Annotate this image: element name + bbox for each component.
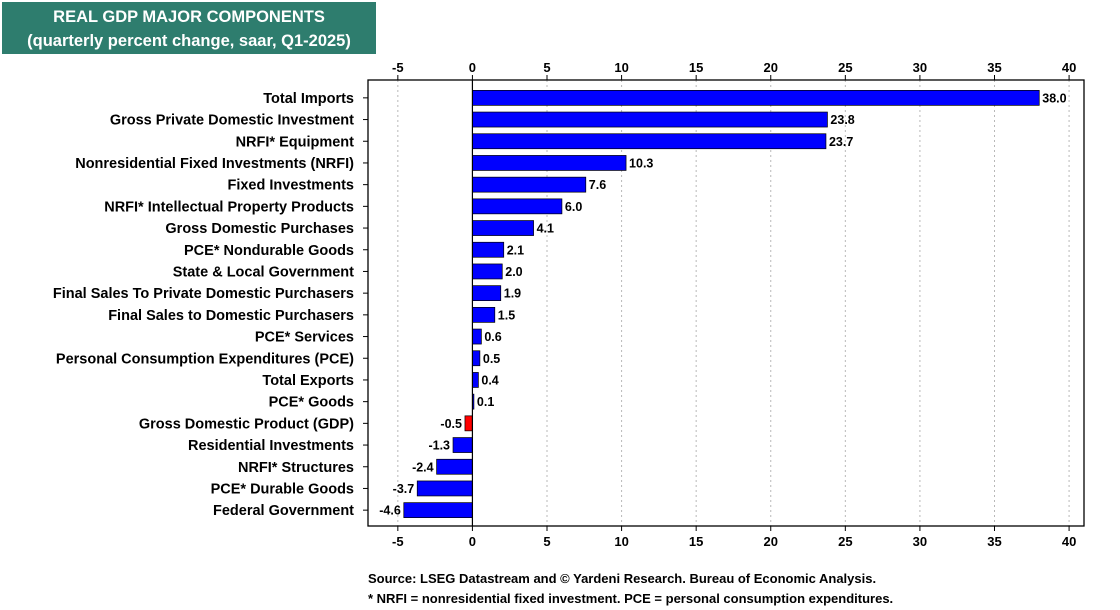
category-label: Total Imports bbox=[263, 91, 354, 107]
chart-title: REAL GDP MAJOR COMPONENTS bbox=[53, 8, 325, 26]
bar bbox=[472, 89, 1040, 106]
bar bbox=[472, 285, 502, 301]
bottom-tick-label: -5 bbox=[392, 534, 404, 549]
bottom-tick-label: 10 bbox=[614, 534, 628, 549]
top-tick-label: 10 bbox=[614, 60, 628, 75]
value-label: 23.7 bbox=[829, 135, 853, 149]
category-label: NRFI* Equipment bbox=[236, 134, 355, 150]
bar bbox=[472, 111, 828, 128]
category-label: NRFI* Structures bbox=[238, 460, 354, 476]
top-tick-label: 0 bbox=[469, 60, 476, 75]
bottom-tick-label: 15 bbox=[689, 534, 703, 549]
top-tick-label: 20 bbox=[764, 60, 778, 75]
value-label: 7.6 bbox=[589, 178, 606, 192]
bar bbox=[472, 198, 563, 215]
top-tick-label: 5 bbox=[543, 60, 550, 75]
top-tick-label: 40 bbox=[1062, 60, 1076, 75]
value-label: 2.1 bbox=[507, 243, 524, 257]
category-label: State & Local Government bbox=[173, 264, 354, 280]
source-note: Source: LSEG Datastream and © Yardeni Re… bbox=[368, 571, 877, 586]
value-label: 1.9 bbox=[504, 287, 521, 301]
category-label: Fixed Investments bbox=[227, 178, 354, 194]
value-label: 23.8 bbox=[830, 113, 854, 127]
chart-subtitle: (quarterly percent change, saar, Q1-2025… bbox=[27, 32, 351, 50]
value-label: -2.4 bbox=[412, 460, 434, 474]
bar bbox=[472, 372, 479, 388]
bar bbox=[472, 220, 534, 236]
top-tick-label: -5 bbox=[392, 60, 404, 75]
bar bbox=[472, 263, 503, 280]
bottom-tick-label: 30 bbox=[913, 534, 927, 549]
value-label: -4.6 bbox=[379, 504, 401, 518]
value-label: 2.0 bbox=[505, 265, 522, 279]
bar bbox=[472, 176, 587, 193]
bar bbox=[403, 502, 473, 518]
value-label: 6.0 bbox=[565, 200, 582, 214]
category-label: Personal Consumption Expenditures (PCE) bbox=[56, 351, 354, 367]
value-label: 0.6 bbox=[484, 330, 501, 344]
top-tick-label: 25 bbox=[838, 60, 852, 75]
bottom-tick-label: 40 bbox=[1062, 534, 1076, 549]
category-label: Residential Investments bbox=[188, 438, 354, 454]
bar bbox=[472, 350, 481, 367]
chart-title-box: REAL GDP MAJOR COMPONENTS (quarterly per… bbox=[2, 2, 376, 54]
top-tick-label: 15 bbox=[689, 60, 703, 75]
value-label: 0.5 bbox=[483, 352, 500, 366]
value-label: 38.0 bbox=[1042, 91, 1066, 105]
category-label: PCE* Nondurable Goods bbox=[184, 243, 354, 259]
category-label: PCE* Services bbox=[255, 330, 354, 346]
bottom-tick-label: 5 bbox=[543, 534, 550, 549]
bar bbox=[436, 458, 473, 475]
bar bbox=[472, 133, 827, 150]
bottom-tick-label: 20 bbox=[764, 534, 778, 549]
bar bbox=[472, 155, 627, 171]
bar bbox=[472, 241, 505, 258]
value-label: 0.1 bbox=[477, 395, 494, 409]
bar bbox=[452, 437, 473, 453]
value-label: -3.7 bbox=[393, 482, 415, 496]
value-label: -0.5 bbox=[440, 417, 462, 431]
category-label: Gross Domestic Purchases bbox=[165, 221, 354, 237]
category-label: Final Sales to Domestic Purchasers bbox=[108, 308, 354, 324]
value-label: 1.5 bbox=[498, 308, 515, 322]
bottom-tick-label: 35 bbox=[987, 534, 1001, 549]
category-label: Total Exports bbox=[262, 373, 354, 389]
category-label: Nonresidential Fixed Investments (NRFI) bbox=[75, 156, 354, 172]
value-label: 4.1 bbox=[537, 222, 554, 236]
bar bbox=[464, 415, 473, 432]
category-label: Federal Government bbox=[213, 503, 354, 519]
bar bbox=[416, 480, 473, 497]
category-label: PCE* Goods bbox=[269, 395, 354, 411]
value-label: -1.3 bbox=[428, 439, 450, 453]
bottom-tick-label: 25 bbox=[838, 534, 852, 549]
category-label: Gross Domestic Product (GDP) bbox=[139, 416, 354, 432]
abbreviation-note: * NRFI = nonresidential fixed investment… bbox=[368, 591, 894, 606]
top-tick-label: 30 bbox=[913, 60, 927, 75]
category-label: Gross Private Domestic Investment bbox=[110, 113, 354, 129]
value-label: 0.4 bbox=[481, 373, 498, 387]
plot-frame bbox=[367, 79, 1085, 527]
bar bbox=[472, 307, 496, 323]
category-label: NRFI* Intellectual Property Products bbox=[104, 199, 354, 215]
value-label: 10.3 bbox=[629, 156, 653, 170]
top-tick-label: 35 bbox=[987, 60, 1001, 75]
bar bbox=[472, 328, 482, 345]
category-label: PCE* Durable Goods bbox=[211, 481, 354, 497]
bottom-tick-label: 0 bbox=[469, 534, 476, 549]
category-label: Final Sales To Private Domestic Purchase… bbox=[53, 286, 354, 302]
